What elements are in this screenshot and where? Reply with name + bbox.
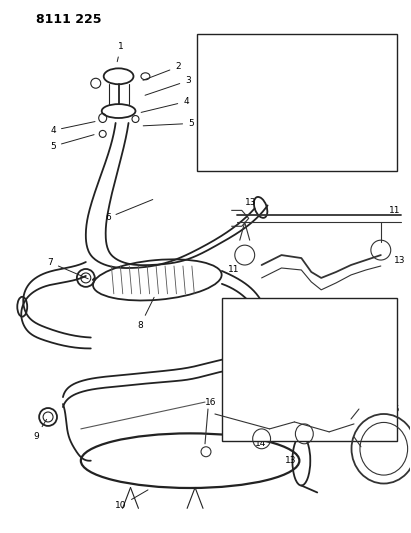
Text: 13: 13: [245, 198, 256, 207]
Bar: [222, 298, 397, 441]
Text: 14: 14: [255, 439, 266, 448]
Text: 16: 16: [205, 398, 217, 407]
Text: 12: 12: [374, 300, 385, 309]
Bar: [197, 34, 397, 171]
Text: 7: 7: [47, 258, 88, 279]
Text: 4: 4: [51, 122, 95, 135]
Text: 6: 6: [105, 199, 153, 222]
Text: 2: 2: [143, 62, 181, 80]
Text: 5: 5: [50, 135, 94, 151]
Text: 8: 8: [138, 297, 154, 329]
Text: 10: 10: [115, 490, 148, 511]
Text: 8111 225: 8111 225: [36, 13, 102, 26]
Text: 5: 5: [143, 119, 194, 128]
Text: 15: 15: [389, 405, 400, 414]
Text: 1: 1: [117, 43, 123, 62]
Text: 12: 12: [235, 300, 246, 309]
Text: 11: 11: [228, 265, 239, 274]
Text: 13: 13: [394, 255, 405, 264]
Text: 13: 13: [284, 456, 296, 465]
Text: 9: 9: [33, 419, 46, 441]
Text: 4: 4: [141, 97, 189, 112]
Text: 3: 3: [145, 76, 191, 95]
Text: 11: 11: [389, 206, 400, 215]
